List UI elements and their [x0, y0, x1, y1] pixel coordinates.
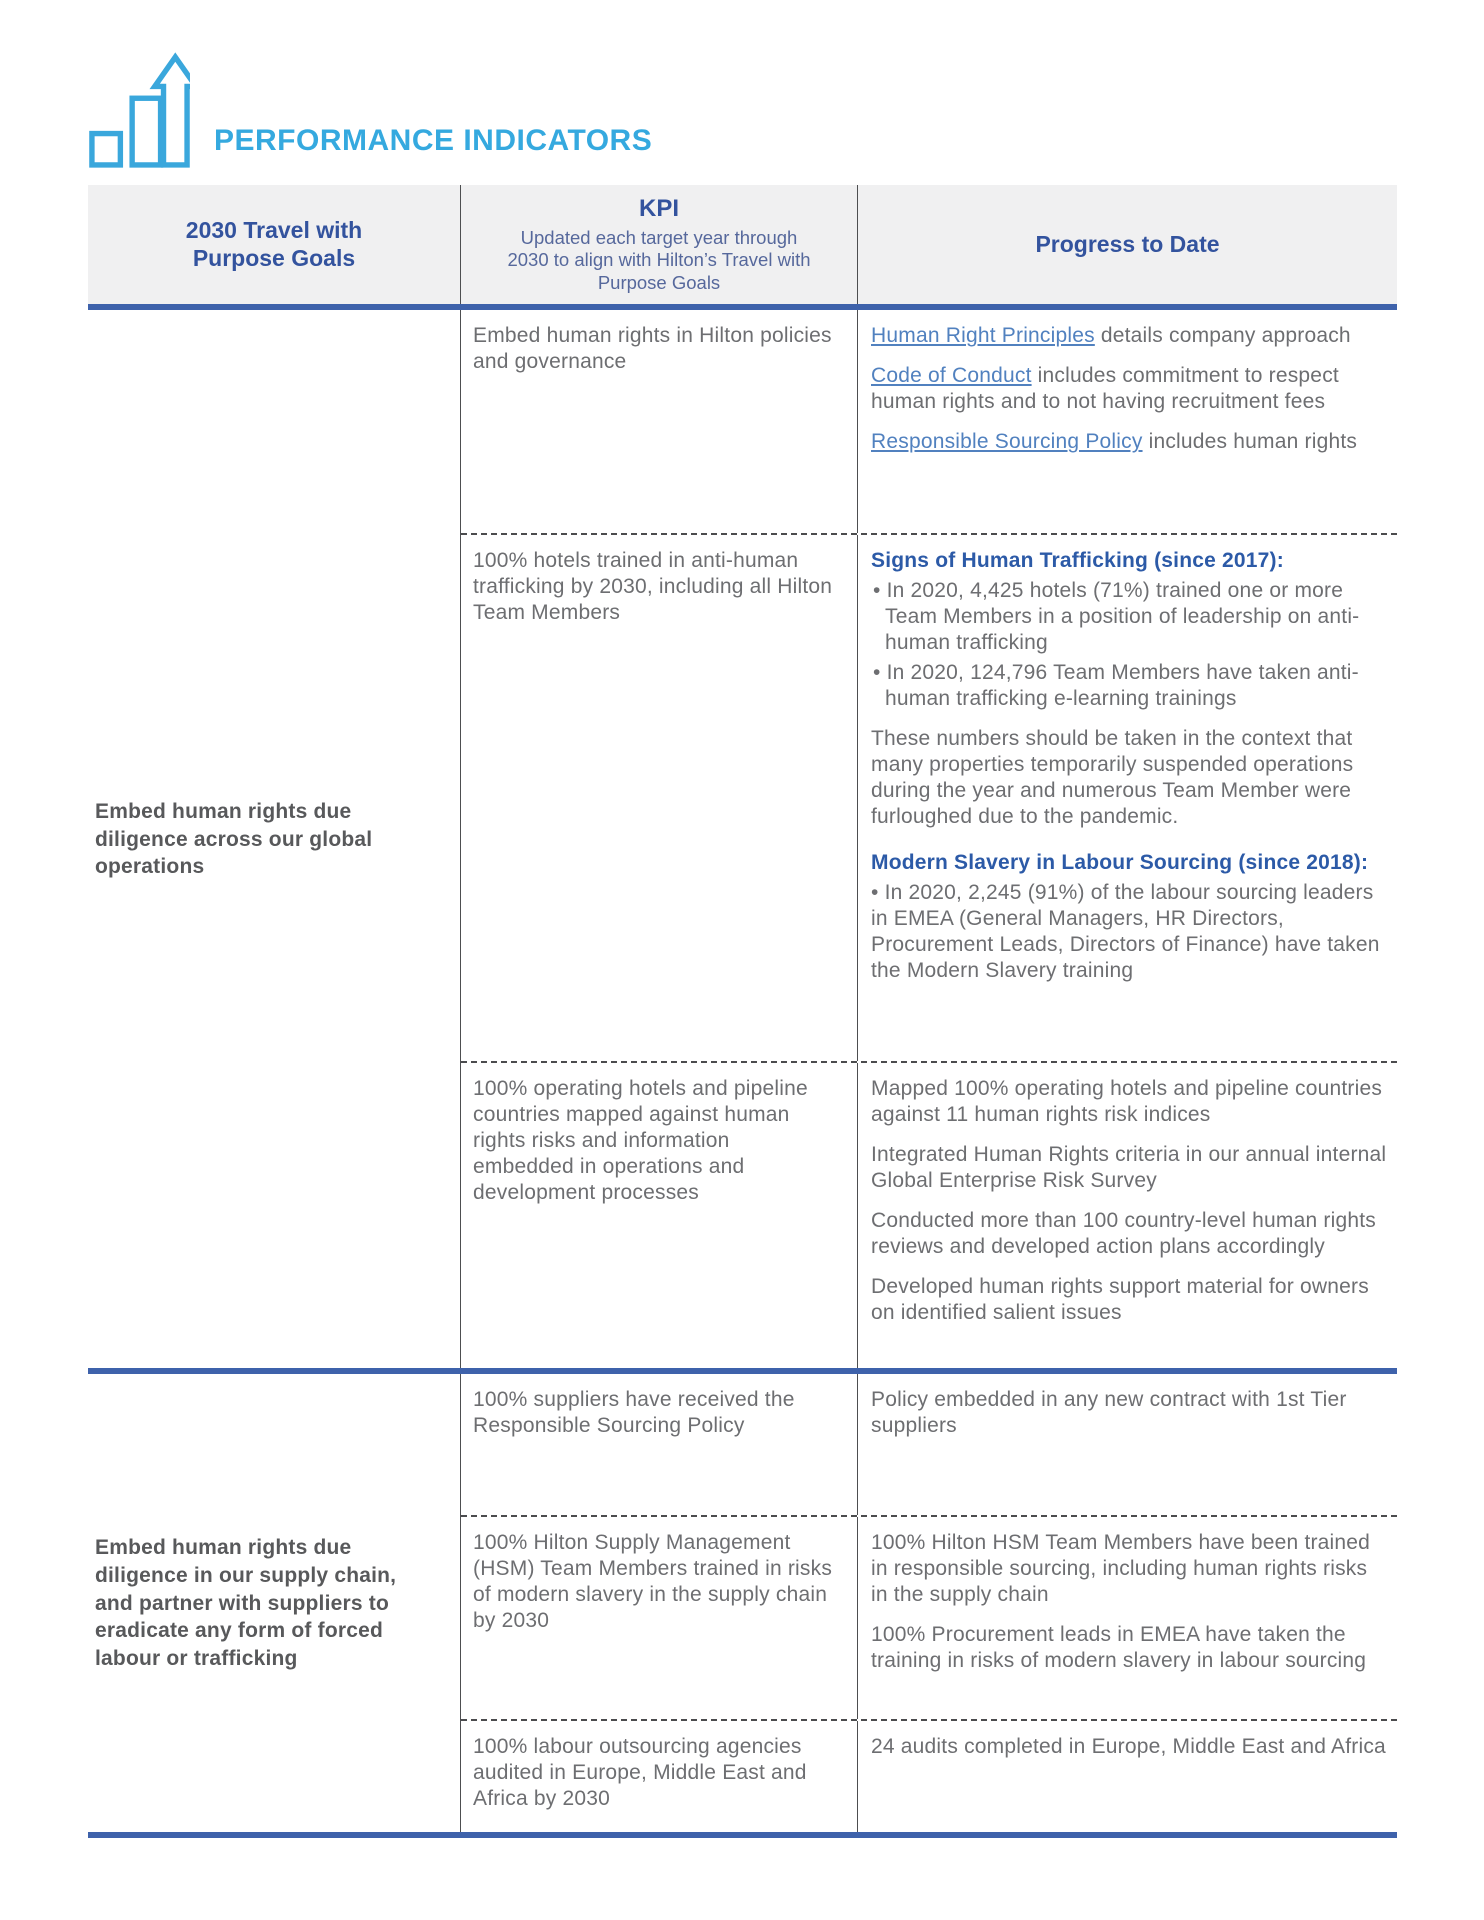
goals-column-title: 2030 Travel with Purpose Goals [185, 217, 363, 271]
table-row: Embed human rights in Hilton policies an… [461, 310, 1397, 534]
table-row: 100% operating hotels and pipeline count… [461, 1061, 1397, 1369]
progress-paragraph: Human Right Principles details company a… [871, 323, 1387, 349]
progress-paragraph: 24 audits completed in Europe, Middle Ea… [871, 1735, 1386, 1759]
progress-column-title: Progress to Date [1035, 230, 1220, 257]
human-right-principles-link[interactable]: Human Right Principles [871, 324, 1095, 348]
kpi-column-title: KPI [638, 195, 679, 222]
progress-cell: Policy embedded in any new contract with… [858, 1374, 1397, 1515]
kpi-cell: 100% Hilton Supply Management (HSM) Team… [461, 1517, 858, 1720]
table-row: 100% Hilton Supply Management (HSM) Team… [461, 1515, 1397, 1720]
progress-cell: Mapped 100% operating hotels and pipelin… [858, 1063, 1397, 1368]
progress-cell: Human Right Principles details company a… [858, 310, 1397, 533]
progress-paragraph: These numbers should be taken in the con… [871, 727, 1354, 829]
progress-text: includes commitment to respect human rig… [871, 364, 1339, 414]
progress-paragraph: Conducted more than 100 country-level hu… [871, 1209, 1376, 1259]
progress-paragraph: Policy embedded in any new contract with… [871, 1388, 1347, 1438]
progress-paragraph: Responsible Sourcing Policy includes hum… [871, 429, 1387, 455]
page-title: PERFORMANCE INDICATORS [214, 124, 653, 157]
kpi-text: 100% operating hotels and pipeline count… [473, 1077, 808, 1205]
goal-text: Embed human rights due diligence across … [95, 799, 373, 879]
progress-paragraph: Developed human rights support material … [871, 1275, 1369, 1325]
goal-cell: Embed human rights due diligence in our … [88, 1374, 461, 1833]
bar-chart-growth-arrow-icon [89, 52, 190, 168]
kpi-text: 100% hotels trained in anti-human traffi… [473, 549, 833, 625]
goal-text: Embed human rights due diligence in our … [95, 1536, 397, 1671]
progress-paragraph: Mapped 100% operating hotels and pipelin… [871, 1077, 1383, 1127]
table-row: 100% hotels trained in anti-human traffi… [461, 533, 1397, 1062]
performance-indicators-table: 2030 Travel with Purpose Goals KPI Updat… [88, 185, 1397, 1839]
goal-group-global-operations: Embed human rights due diligence across … [88, 310, 1397, 1375]
progress-text: details company approach [1094, 324, 1351, 348]
progress-text: includes human rights [1142, 430, 1358, 454]
progress-cell: 24 audits completed in Europe, Middle Ea… [858, 1721, 1397, 1832]
responsible-sourcing-policy-link[interactable]: Responsible Sourcing Policy [871, 430, 1143, 454]
progress-paragraph: Code of Conduct includes commitment to r… [871, 363, 1387, 415]
kpi-column-subtitle: Updated each target year through 2030 to… [507, 226, 811, 293]
kpi-text: 100% labour outsourcing agencies audited… [473, 1735, 807, 1811]
progress-bullet: In 2020, 2,245 (91%) of the labour sourc… [871, 880, 1387, 984]
column-header-goals: 2030 Travel with Purpose Goals [88, 185, 461, 305]
page-header: PERFORMANCE INDICATORS [88, 52, 652, 170]
kpi-cell: 100% hotels trained in anti-human traffi… [461, 535, 858, 1062]
table-row: 100% labour outsourcing agencies audited… [461, 1719, 1397, 1833]
progress-paragraph: 100% Hilton HSM Team Members have been t… [871, 1531, 1371, 1607]
goal-group-rows: Embed human rights in Hilton policies an… [461, 310, 1397, 1369]
kpi-cell: Embed human rights in Hilton policies an… [461, 310, 858, 534]
progress-section-heading: Signs of Human Trafficking (since 2017): [871, 549, 1284, 573]
progress-cell: Signs of Human Trafficking (since 2017):… [858, 535, 1397, 1061]
progress-bullet: In 2020, 4,425 hotels (71%) trained one … [871, 578, 1387, 656]
progress-paragraph: 100% Procurement leads in EMEA have take… [871, 1623, 1367, 1673]
kpi-cell: 100% suppliers have received the Respons… [461, 1374, 858, 1516]
goal-group-supply-chain: Embed human rights due diligence in our … [88, 1374, 1397, 1839]
goal-group-rows: 100% suppliers have received the Respons… [461, 1374, 1397, 1833]
code-of-conduct-link[interactable]: Code of Conduct [871, 364, 1032, 388]
progress-bullet: In 2020, 124,796 Team Members have taken… [871, 660, 1387, 712]
column-header-progress: Progress to Date [858, 185, 1397, 304]
progress-section-heading: Modern Slavery in Labour Sourcing (since… [871, 851, 1369, 875]
kpi-text: Embed human rights in Hilton policies an… [473, 324, 832, 374]
kpi-cell: 100% operating hotels and pipeline count… [461, 1063, 858, 1369]
progress-cell: 100% Hilton HSM Team Members have been t… [858, 1517, 1397, 1719]
progress-paragraph: Integrated Human Rights criteria in our … [871, 1143, 1387, 1193]
table-header-row: 2030 Travel with Purpose Goals KPI Updat… [88, 185, 1397, 311]
kpi-text: 100% suppliers have received the Respons… [473, 1388, 795, 1438]
table-row: 100% suppliers have received the Respons… [461, 1374, 1397, 1516]
column-header-kpi: KPI Updated each target year through 203… [461, 185, 858, 305]
kpi-text: 100% Hilton Supply Management (HSM) Team… [473, 1531, 833, 1633]
kpi-cell: 100% labour outsourcing agencies audited… [461, 1721, 858, 1833]
goal-cell: Embed human rights due diligence across … [88, 310, 461, 1369]
